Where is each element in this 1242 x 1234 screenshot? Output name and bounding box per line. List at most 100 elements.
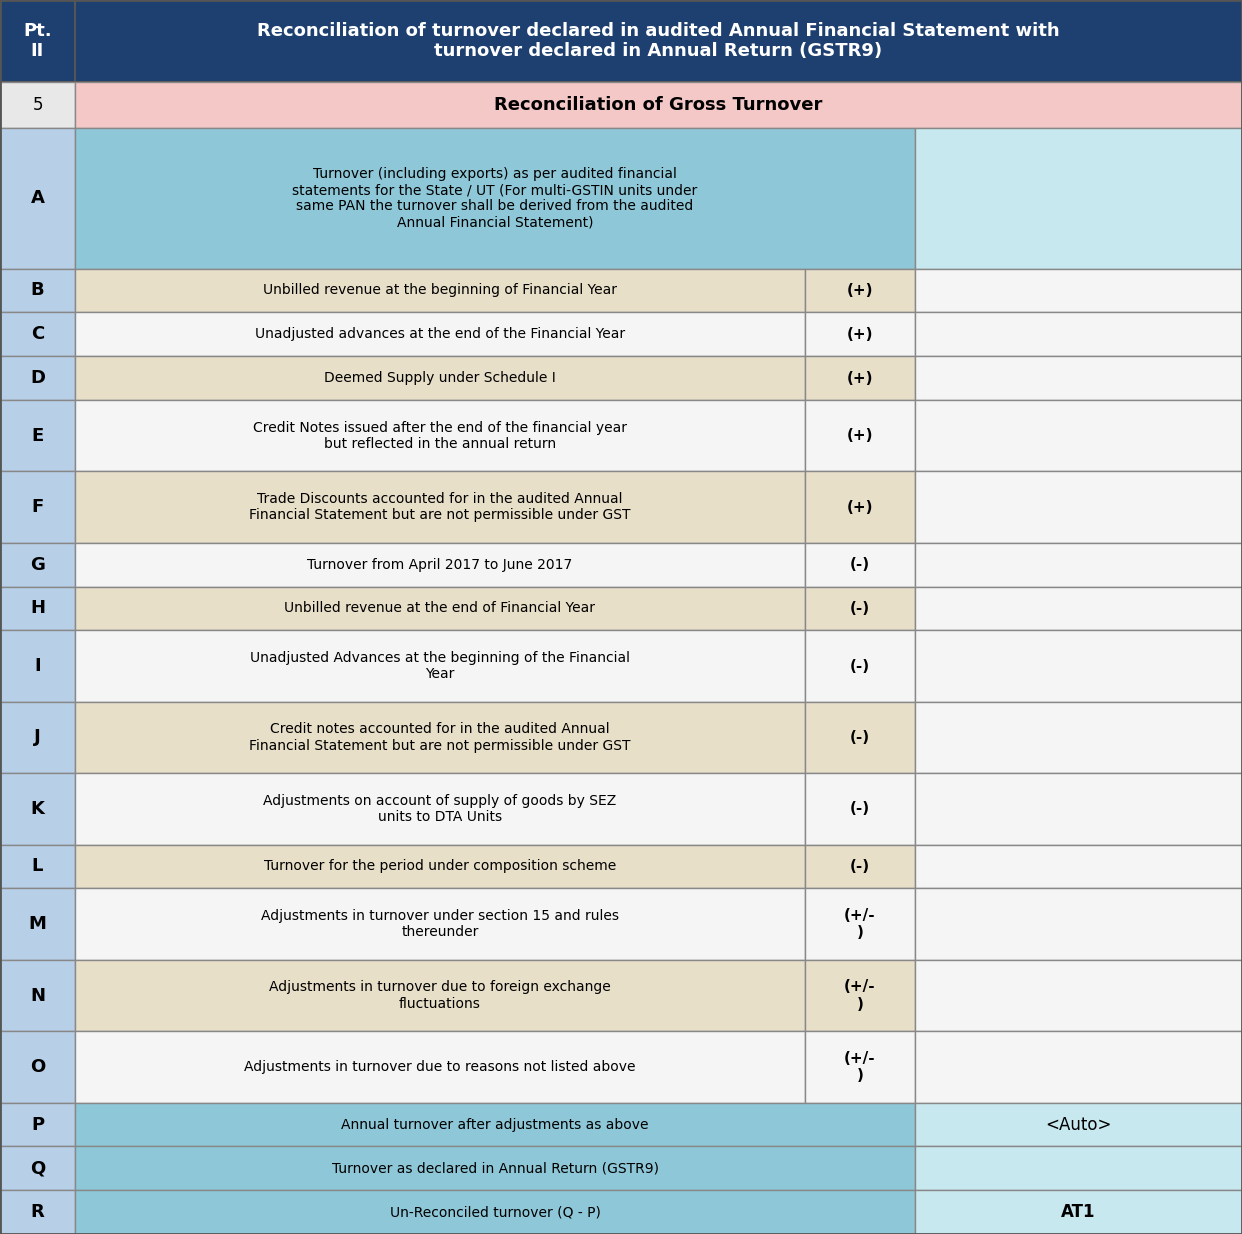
Text: G: G — [30, 555, 45, 574]
Bar — [915, 844, 1242, 888]
Bar — [0, 1146, 75, 1191]
Bar — [0, 312, 75, 357]
Bar — [805, 1032, 915, 1103]
Bar — [915, 586, 1242, 631]
Text: F: F — [31, 499, 43, 516]
Text: Un-Reconciled turnover (Q - P): Un-Reconciled turnover (Q - P) — [390, 1206, 600, 1219]
Text: D: D — [30, 369, 45, 387]
Text: Credit Notes issued after the end of the financial year
but reflected in the ann: Credit Notes issued after the end of the… — [253, 421, 627, 450]
Text: Reconciliation of Gross Turnover: Reconciliation of Gross Turnover — [494, 96, 822, 114]
Text: (+/-
): (+/- ) — [845, 1050, 876, 1083]
Bar — [805, 631, 915, 702]
Text: Annual turnover after adjustments as above: Annual turnover after adjustments as abo… — [342, 1118, 648, 1132]
Bar — [75, 128, 915, 269]
Text: (+): (+) — [847, 370, 873, 385]
Text: Pt.
II: Pt. II — [24, 22, 52, 60]
Bar — [0, 960, 75, 1032]
Bar — [915, 128, 1242, 269]
Bar — [805, 586, 915, 631]
Text: (+): (+) — [847, 283, 873, 297]
Bar — [805, 357, 915, 400]
Bar — [915, 774, 1242, 844]
Bar — [75, 312, 805, 357]
Text: Adjustments in turnover under section 15 and rules
thereunder: Adjustments in turnover under section 15… — [261, 909, 619, 939]
Bar — [805, 844, 915, 888]
Bar — [0, 1032, 75, 1103]
Text: (-): (-) — [850, 601, 871, 616]
Bar — [915, 960, 1242, 1032]
Text: H: H — [30, 600, 45, 617]
Bar — [75, 269, 805, 312]
Text: Turnover for the period under composition scheme: Turnover for the period under compositio… — [263, 860, 616, 874]
Text: (+): (+) — [847, 500, 873, 515]
Bar — [75, 357, 805, 400]
Bar — [915, 1146, 1242, 1191]
Text: Unadjusted Advances at the beginning of the Financial
Year: Unadjusted Advances at the beginning of … — [250, 650, 630, 681]
Text: AT1: AT1 — [1061, 1203, 1095, 1222]
Text: Unbilled revenue at the end of Financial Year: Unbilled revenue at the end of Financial… — [284, 601, 595, 616]
Bar — [0, 1191, 75, 1234]
Text: Adjustments in turnover due to foreign exchange
fluctuations: Adjustments in turnover due to foreign e… — [270, 981, 611, 1011]
Text: R: R — [31, 1203, 45, 1222]
Bar — [0, 774, 75, 844]
Bar — [0, 269, 75, 312]
Bar — [915, 702, 1242, 774]
Bar — [75, 586, 805, 631]
Bar — [75, 1032, 805, 1103]
Text: Turnover from April 2017 to June 2017: Turnover from April 2017 to June 2017 — [307, 558, 573, 571]
Text: Adjustments on account of supply of goods by SEZ
units to DTA Units: Adjustments on account of supply of good… — [263, 793, 616, 824]
Bar — [75, 888, 805, 960]
Text: (+): (+) — [847, 428, 873, 443]
Text: J: J — [34, 728, 41, 747]
Bar — [805, 471, 915, 543]
Text: 5: 5 — [32, 96, 42, 114]
Text: A: A — [31, 189, 45, 207]
Bar — [805, 888, 915, 960]
Text: B: B — [31, 281, 45, 300]
Text: Unadjusted advances at the end of the Financial Year: Unadjusted advances at the end of the Fi… — [255, 327, 625, 342]
Bar — [915, 543, 1242, 586]
Text: (-): (-) — [850, 801, 871, 817]
Bar — [915, 888, 1242, 960]
Text: Credit notes accounted for in the audited Annual
Financial Statement but are not: Credit notes accounted for in the audite… — [250, 722, 631, 753]
Text: (-): (-) — [850, 859, 871, 874]
Text: Trade Discounts accounted for in the audited Annual
Financial Statement but are : Trade Discounts accounted for in the aud… — [250, 492, 631, 522]
Bar — [0, 888, 75, 960]
Bar — [0, 81, 75, 128]
Bar — [915, 400, 1242, 471]
Text: (+/-
): (+/- ) — [845, 980, 876, 1012]
Bar — [915, 471, 1242, 543]
Bar — [915, 1103, 1242, 1146]
Bar — [805, 543, 915, 586]
Text: Unbilled revenue at the beginning of Financial Year: Unbilled revenue at the beginning of Fin… — [263, 284, 617, 297]
Bar — [805, 960, 915, 1032]
Text: Q: Q — [30, 1159, 45, 1177]
Text: E: E — [31, 427, 43, 444]
Bar — [915, 631, 1242, 702]
Bar — [75, 0, 1242, 81]
Bar — [75, 1146, 915, 1191]
Text: Turnover (including exports) as per audited financial
statements for the State /: Turnover (including exports) as per audi… — [292, 167, 698, 230]
Bar — [805, 702, 915, 774]
Bar — [75, 543, 805, 586]
Bar — [75, 471, 805, 543]
Text: <Auto>: <Auto> — [1046, 1116, 1112, 1134]
Text: M: M — [29, 916, 46, 933]
Bar — [0, 631, 75, 702]
Text: P: P — [31, 1116, 43, 1134]
Bar — [0, 844, 75, 888]
Bar — [0, 0, 75, 81]
Text: (-): (-) — [850, 659, 871, 674]
Text: I: I — [35, 656, 41, 675]
Text: (+): (+) — [847, 327, 873, 342]
Text: Reconciliation of turnover declared in audited Annual Financial Statement with
t: Reconciliation of turnover declared in a… — [257, 22, 1059, 60]
Text: (-): (-) — [850, 731, 871, 745]
Bar — [75, 1103, 915, 1146]
Bar — [75, 1191, 915, 1234]
Text: (-): (-) — [850, 557, 871, 573]
Bar — [0, 471, 75, 543]
Bar — [0, 586, 75, 631]
Text: Adjustments in turnover due to reasons not listed above: Adjustments in turnover due to reasons n… — [245, 1060, 636, 1074]
Text: Deemed Supply under Schedule I: Deemed Supply under Schedule I — [324, 371, 556, 385]
Bar — [0, 702, 75, 774]
